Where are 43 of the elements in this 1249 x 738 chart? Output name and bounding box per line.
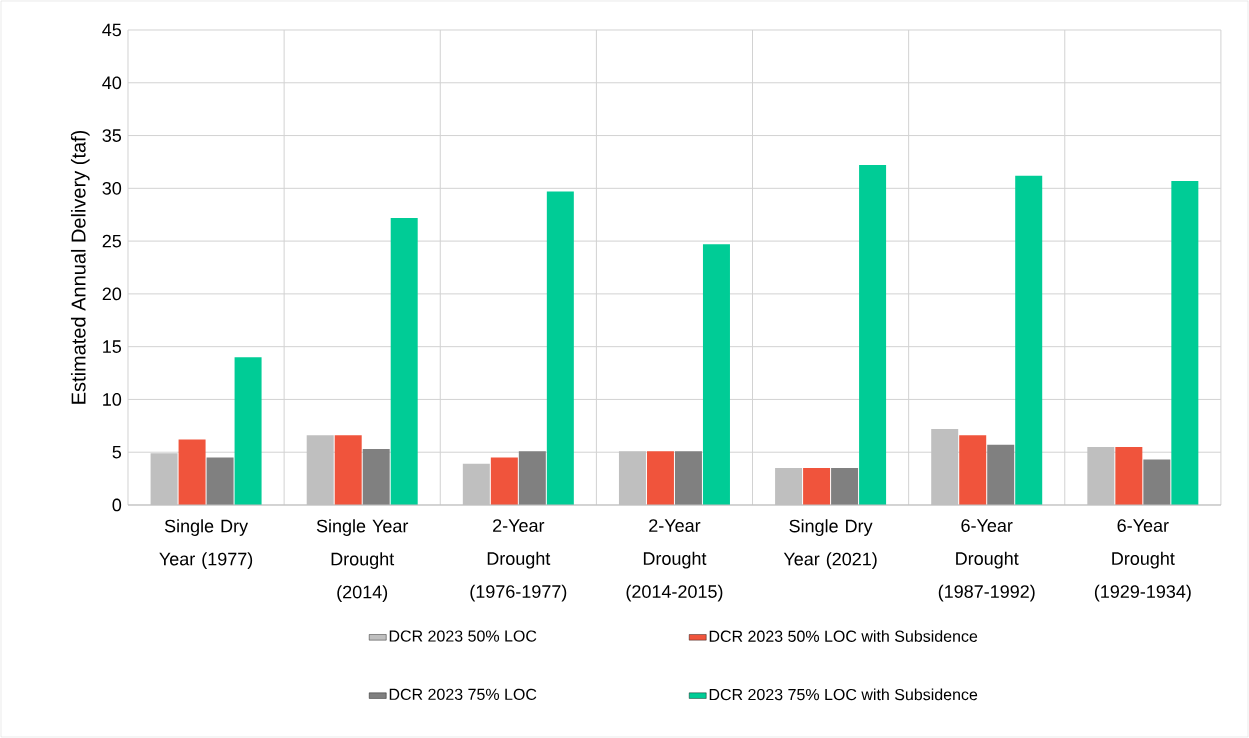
y-tick-label: 5 — [112, 445, 122, 459]
bar — [234, 357, 262, 505]
y-tick-label: 45 — [102, 23, 122, 37]
bar — [959, 435, 987, 505]
bar — [390, 217, 418, 505]
y-tick-label: 35 — [102, 129, 122, 142]
y-tick-label: 20 — [102, 287, 122, 301]
bar — [1171, 180, 1199, 505]
x-tick-label: 2-Year Drought (2014-2015) — [626, 519, 723, 602]
bar — [178, 439, 206, 505]
bar — [1015, 175, 1043, 505]
x-tick-label: 6-Year Drought (1987-1992) — [938, 519, 1035, 602]
bar — [831, 468, 859, 505]
legend-label: DCR 2023 75% LOC — [389, 688, 537, 701]
y-tick-label: 40 — [102, 76, 122, 90]
bar — [987, 444, 1015, 505]
bar — [1115, 446, 1143, 505]
bar — [702, 244, 730, 505]
x-tick-label: Single Dry Year (1977) — [159, 519, 253, 569]
bar — [546, 191, 574, 505]
y-tick-label: 15 — [103, 340, 122, 353]
y-tick-label: 10 — [103, 393, 122, 406]
x-tick-label: Single Dry Year (2021) — [783, 519, 877, 569]
legend-label: DCR 2023 50% LOC with Subsidence — [709, 630, 978, 642]
bar — [859, 165, 887, 505]
bar — [803, 468, 831, 505]
x-tick-label: Single Year Drought (2014) — [316, 519, 409, 602]
y-axis-title: Estimated Annual Delivery (taf) — [70, 130, 90, 404]
bar — [674, 451, 702, 505]
bar — [518, 451, 546, 505]
legend-label: DCR 2023 50% LOC — [389, 630, 537, 642]
y-tick-label: 30 — [102, 181, 122, 195]
y-tick-label: 25 — [102, 234, 122, 248]
legend-label: DCR 2023 75% LOC with Subsidence — [709, 688, 978, 701]
bar — [362, 449, 390, 505]
bar — [1143, 459, 1171, 505]
bar — [490, 457, 518, 505]
bar — [334, 435, 362, 505]
x-tick-label: 2-Year Drought (1976-1977) — [470, 519, 567, 602]
bar — [646, 451, 674, 505]
x-tick-label: 6-Year Drought (1929-1934) — [1094, 519, 1191, 602]
bar — [206, 457, 234, 505]
y-tick-label: 0 — [112, 498, 122, 512]
